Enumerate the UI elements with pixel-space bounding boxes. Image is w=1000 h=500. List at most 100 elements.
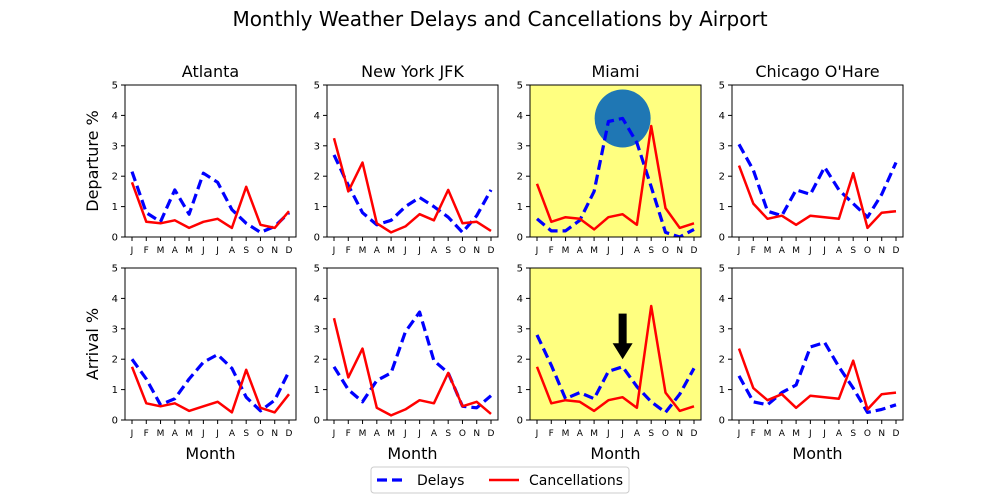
x-tick-label: J [215, 429, 219, 439]
plot-area [332, 137, 493, 234]
x-tick-label: S [648, 246, 654, 256]
y-tick-label: 1 [719, 202, 725, 213]
x-tick-label: O [662, 429, 669, 439]
x-tick-label: J [737, 246, 741, 256]
y-tick-label: 2 [314, 172, 320, 183]
x-tick-label: O [257, 429, 264, 439]
x-tick-label: N [676, 246, 683, 256]
x-tick-label: J [215, 246, 219, 256]
axes-frame [529, 267, 702, 421]
panel-background [327, 268, 498, 420]
x-tick-label: M [764, 246, 772, 256]
x-tick-label: J [737, 429, 741, 439]
x-tick-label: M [387, 246, 395, 256]
x-tick-label: D [488, 429, 495, 439]
x-tick-label: M [359, 429, 367, 439]
panel-background [125, 268, 296, 420]
x-tick-label: J [201, 429, 205, 439]
cancellations-line [332, 137, 492, 234]
y-tick-label: 0 [517, 233, 523, 244]
x-tick-label: N [878, 429, 885, 439]
x-tick-label: A [577, 246, 584, 256]
x-tick-label: O [459, 246, 466, 256]
y-tick-label: 3 [517, 324, 523, 335]
y-tick-label: 2 [517, 355, 523, 366]
legend-label: Delays [417, 473, 464, 489]
x-tick-label: A [779, 246, 786, 256]
x-tick-label: J [417, 429, 421, 439]
annotation-arrow [612, 313, 633, 360]
x-tick-label: O [662, 246, 669, 256]
x-tick-label: A [634, 429, 641, 439]
x-tick-label: A [836, 429, 843, 439]
x-tick-label: M [590, 246, 598, 256]
x-tick-label: M [764, 429, 772, 439]
x-tick-label: J [822, 429, 826, 439]
x-tick-label: M [562, 429, 570, 439]
panel-background [125, 85, 296, 237]
cancellations-line [535, 304, 695, 413]
x-tick-label: J [606, 429, 610, 439]
cancellations-line [332, 317, 492, 417]
y-tick-label: 0 [314, 233, 320, 244]
x-tick-label: A [836, 246, 843, 256]
plot-area [130, 171, 291, 234]
x-axis-label: Month [590, 444, 640, 463]
y-tick-label: 1 [517, 202, 523, 213]
x-tick-label: F [346, 246, 351, 256]
y-tick-label: 0 [112, 233, 118, 244]
cancellations-line [737, 348, 897, 411]
axes-frame [731, 267, 904, 421]
x-tick-label: M [359, 246, 367, 256]
axes-frame [731, 84, 904, 238]
x-tick-label: J [822, 246, 826, 256]
x-tick-label: A [172, 429, 179, 439]
y-tick-label: 2 [719, 172, 725, 183]
x-tick-label: D [691, 429, 698, 439]
y-tick-label: 5 [112, 264, 118, 275]
y-tick-label: 1 [112, 385, 118, 396]
x-tick-label: M [185, 429, 193, 439]
y-tick-label: 4 [112, 294, 118, 305]
cancellations-line [737, 165, 897, 230]
y-tick-label: 2 [517, 172, 523, 183]
x-tick-label: J [403, 246, 407, 256]
x-tick-label: D [286, 246, 293, 256]
x-tick-label: O [257, 246, 264, 256]
y-tick-label: 4 [314, 294, 320, 305]
x-tick-label: A [431, 429, 438, 439]
x-tick-label: A [374, 429, 381, 439]
x-tick-label: J [606, 246, 610, 256]
x-tick-label: D [691, 246, 698, 256]
x-tick-label: J [403, 429, 407, 439]
x-tick-label: J [808, 429, 812, 439]
x-tick-label: S [243, 246, 249, 256]
y-tick-label: 0 [517, 416, 523, 427]
x-tick-label: M [590, 429, 598, 439]
x-axis-label: Month [185, 444, 235, 463]
x-tick-label: N [271, 246, 278, 256]
x-tick-label: J [535, 246, 539, 256]
y-tick-label: 2 [112, 172, 118, 183]
x-tick-label: A [577, 429, 584, 439]
x-tick-label: N [473, 429, 480, 439]
x-axis-label: Month [387, 444, 437, 463]
y-tick-label: 3 [314, 141, 320, 152]
x-tick-label: J [808, 246, 812, 256]
legend-entry-delays: Delays [377, 473, 464, 489]
x-axis-label: Month [792, 444, 842, 463]
x-tick-label: F [549, 429, 554, 439]
x-tick-label: D [893, 246, 900, 256]
y-tick-label: 0 [719, 233, 725, 244]
legend-entry-cancellations: Cancellations [489, 473, 623, 489]
cancellations-line [535, 124, 695, 231]
x-tick-label: N [271, 429, 278, 439]
delays-line [130, 353, 291, 413]
y-tick-label: 4 [112, 111, 118, 122]
y-tick-label: 3 [719, 141, 725, 152]
axes-frame [326, 84, 499, 238]
x-tick-label: M [157, 246, 165, 256]
